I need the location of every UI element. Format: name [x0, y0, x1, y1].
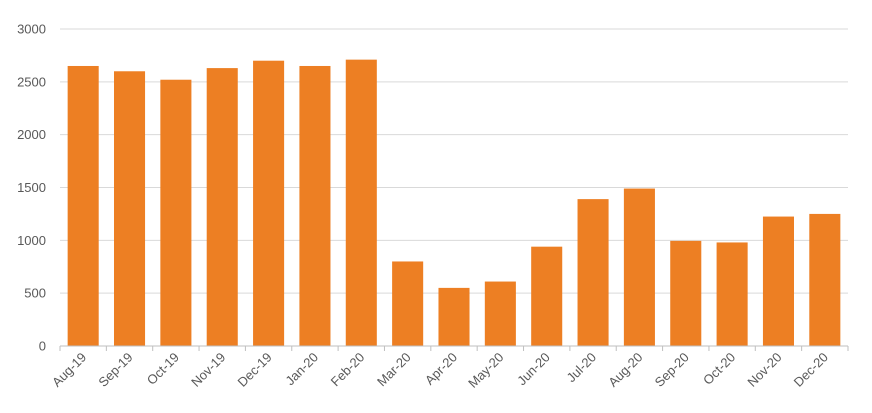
bar-jun-20 [531, 246, 563, 346]
x-tick-label: Sep-19 [95, 350, 135, 390]
y-tick-label: 1500 [17, 180, 46, 195]
y-tick-label: 2000 [17, 127, 46, 142]
x-tick-label: Nov-19 [188, 350, 228, 390]
bar-aug-19 [67, 65, 99, 346]
bar-sep-20 [670, 240, 702, 346]
y-tick-label: 3000 [17, 22, 46, 37]
x-tick-label: Oct-20 [700, 350, 738, 388]
y-tick-label: 2500 [17, 74, 46, 89]
x-tick-label: Feb-20 [328, 350, 368, 390]
bar-nov-20 [762, 216, 794, 346]
y-tick-label: 500 [24, 286, 46, 301]
bar-aug-20 [623, 188, 655, 346]
bar-may-20 [484, 281, 516, 346]
bar-dec-20 [809, 213, 841, 346]
x-tick-label: Jan-20 [282, 350, 321, 389]
bar-oct-19 [160, 79, 192, 346]
x-tick-label: Mar-20 [374, 350, 414, 390]
y-tick-label: 0 [39, 339, 46, 354]
x-tick-label: Jul-20 [564, 350, 600, 386]
x-tick-label: May-20 [465, 350, 506, 391]
x-tick-label: Dec-19 [234, 350, 274, 390]
bar-dec-19 [253, 60, 285, 346]
x-tick-label: Oct-19 [144, 350, 182, 388]
bar-jan-20 [299, 65, 331, 346]
bar-mar-20 [392, 261, 424, 346]
bar-apr-20 [438, 287, 470, 346]
bar-nov-19 [206, 68, 238, 346]
bar-jul-20 [577, 199, 609, 346]
x-tick-label: Apr-20 [422, 350, 460, 388]
bars [67, 59, 841, 347]
bar-feb-20 [345, 59, 377, 346]
bar-sep-19 [114, 71, 146, 347]
x-axis: Aug-19 Sep-19 Oct-19 Nov-19 Dec-19 Jan-20 Feb-… [49, 345, 849, 391]
bar-oct-20 [716, 242, 748, 346]
x-tick-label: Aug-20 [605, 350, 645, 390]
x-tick-label: Sep-20 [652, 350, 692, 390]
x-tick-label: Dec-20 [791, 350, 831, 390]
x-tick-label: Nov-20 [744, 350, 784, 390]
y-axis: 0 500 1000 1500 2000 2500 3000 [17, 22, 46, 354]
x-tick-label: Jun-20 [514, 350, 553, 389]
x-tick-label: Aug-19 [49, 350, 89, 390]
y-tick-label: 1000 [17, 233, 46, 248]
